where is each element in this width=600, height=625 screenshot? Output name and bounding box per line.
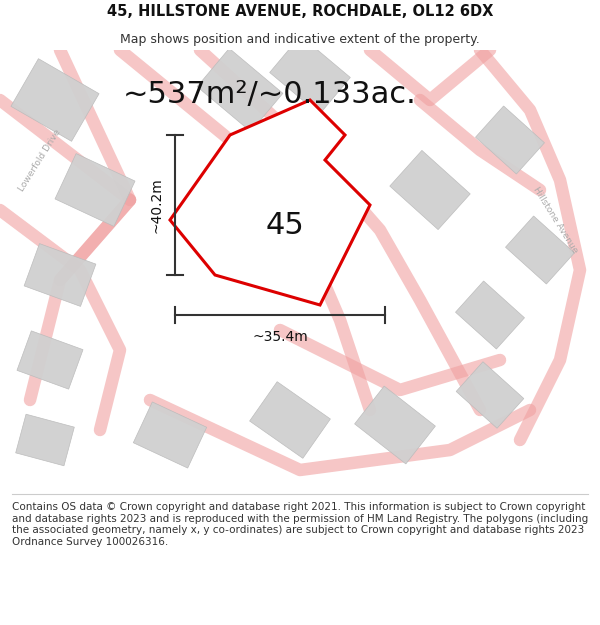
Bar <box>24 244 96 306</box>
Text: Hillstone Avenue: Hillstone Avenue <box>531 185 579 255</box>
Bar <box>355 386 436 464</box>
Text: ~40.2m: ~40.2m <box>150 177 164 233</box>
Bar <box>476 106 544 174</box>
Text: 45, HILLSTONE AVENUE, ROCHDALE, OL12 6DX: 45, HILLSTONE AVENUE, ROCHDALE, OL12 6DX <box>107 4 493 19</box>
Bar <box>17 331 83 389</box>
Bar <box>197 48 283 132</box>
Bar <box>455 281 524 349</box>
Text: Map shows position and indicative extent of the property.: Map shows position and indicative extent… <box>120 32 480 46</box>
Polygon shape <box>170 100 370 305</box>
Bar <box>11 59 99 141</box>
Bar <box>133 402 206 468</box>
Bar <box>55 154 135 226</box>
Text: ~537m²/~0.133ac.: ~537m²/~0.133ac. <box>123 81 417 109</box>
Bar <box>390 151 470 229</box>
Bar <box>456 362 524 428</box>
Bar <box>269 36 350 114</box>
Text: Contains OS data © Crown copyright and database right 2021. This information is : Contains OS data © Crown copyright and d… <box>12 502 588 547</box>
Text: ~35.4m: ~35.4m <box>252 330 308 344</box>
Text: Lowerfold Drive: Lowerfold Drive <box>17 127 63 192</box>
Bar <box>16 414 74 466</box>
Text: 45: 45 <box>266 211 304 239</box>
Bar <box>506 216 574 284</box>
Bar <box>250 382 331 458</box>
